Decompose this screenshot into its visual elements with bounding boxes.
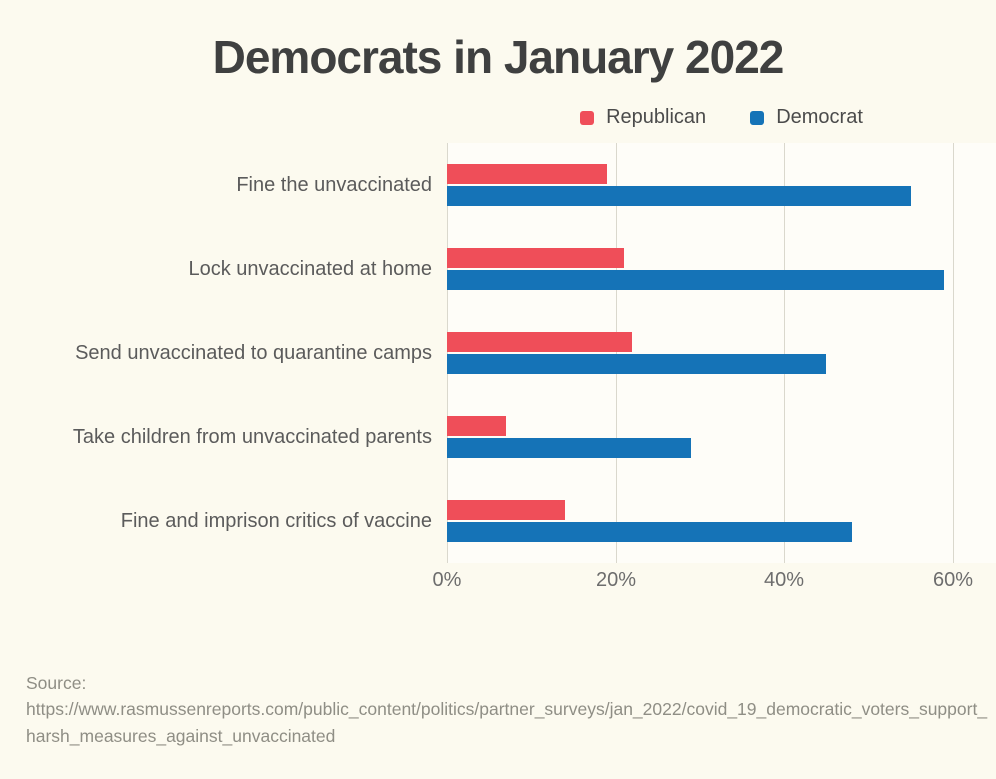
bar-democrat bbox=[447, 186, 911, 206]
category-label: Fine and imprison critics of vaccine bbox=[120, 509, 432, 532]
chart-row: Fine the unvaccinated bbox=[0, 143, 996, 227]
republican-swatch-icon bbox=[580, 110, 595, 125]
chart-rows: Fine the unvaccinated Lock unvaccinated a… bbox=[0, 143, 996, 563]
chart-row: Lock unvaccinated at home bbox=[0, 227, 996, 311]
category-label: Lock unvaccinated at home bbox=[188, 257, 433, 280]
bar-republican bbox=[447, 416, 506, 436]
chart-row: Take children from unvaccinated parents bbox=[0, 395, 996, 479]
source-note: Source: https://www.rasmussenreports.com… bbox=[26, 670, 988, 749]
x-axis: 0% 20% 40% 60% bbox=[433, 569, 996, 595]
page: Democrats in January 2022 Republican Dem… bbox=[0, 30, 996, 779]
bar-chart: Fine the unvaccinated Lock unvaccinated a… bbox=[0, 143, 996, 598]
bar-democrat bbox=[447, 270, 944, 290]
chart-row: Send unvaccinated to quarantine camps bbox=[0, 311, 996, 395]
chart-row: Fine and imprison critics of vaccine bbox=[0, 479, 996, 563]
bar-republican bbox=[447, 248, 624, 268]
x-axis-tick-label: 60% bbox=[932, 569, 974, 591]
plot-background bbox=[447, 143, 996, 563]
bar-republican bbox=[447, 164, 607, 184]
chart-legend: Republican Democrat bbox=[447, 106, 996, 129]
bar-democrat bbox=[447, 354, 826, 374]
bar-group bbox=[447, 164, 996, 206]
bar-democrat bbox=[447, 522, 852, 542]
bar-republican bbox=[447, 332, 632, 352]
chart-title: Democrats in January 2022 bbox=[212, 31, 785, 83]
bar-group bbox=[447, 500, 996, 542]
bar-democrat bbox=[447, 438, 691, 458]
x-axis-tick-label: 20% bbox=[595, 569, 637, 591]
x-axis-tick-label: 0% bbox=[432, 569, 462, 591]
category-label: Take children from unvaccinated parents bbox=[72, 425, 432, 448]
source-label: Source: bbox=[26, 673, 87, 693]
legend-label-democrat: Democrat bbox=[776, 106, 863, 128]
category-label: Send unvaccinated to quarantine camps bbox=[75, 341, 432, 364]
bar-group bbox=[447, 248, 996, 290]
x-axis-tick-label: 40% bbox=[763, 569, 805, 591]
category-label: Fine the unvaccinated bbox=[236, 173, 432, 196]
bar-group bbox=[447, 332, 996, 374]
legend-item-democrat: Democrat bbox=[750, 106, 863, 129]
legend-item-republican: Republican bbox=[580, 106, 706, 129]
source-url: https://www.rasmussenreports.com/public_… bbox=[26, 699, 988, 746]
democrat-swatch-icon bbox=[750, 110, 765, 125]
legend-label-republican: Republican bbox=[606, 106, 707, 128]
bar-group bbox=[447, 416, 996, 458]
bar-republican bbox=[447, 500, 565, 520]
